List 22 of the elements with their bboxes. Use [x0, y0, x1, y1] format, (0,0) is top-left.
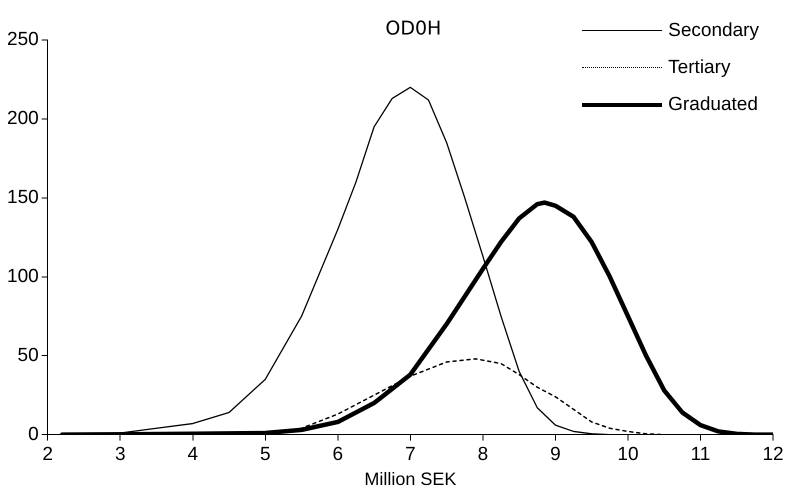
- legend-label: Tertiary: [668, 56, 730, 78]
- legend-label: Graduated: [668, 94, 758, 116]
- x-tick-label: 8: [478, 444, 488, 466]
- x-tick-label: 5: [260, 444, 271, 466]
- y-tick-label: 50: [18, 344, 39, 366]
- x-tick-label: 11: [690, 444, 710, 466]
- x-tick-label: 10: [617, 444, 639, 466]
- legend-label: Secondary: [668, 20, 759, 42]
- x-tick-label: 6: [332, 444, 344, 466]
- x-tick-label: 12: [762, 444, 784, 466]
- y-tick-label: 150: [7, 187, 39, 208]
- x-tick-label: 4: [187, 444, 198, 466]
- y-tick-label: 200: [7, 108, 39, 130]
- y-tick-label: 250: [7, 29, 39, 50]
- x-tick-label: 3: [114, 444, 126, 466]
- x-tick-label: 2: [42, 444, 53, 466]
- x-tick-label: 9: [550, 444, 561, 466]
- y-tick-label: 0: [28, 424, 39, 445]
- chart-title: OD0H: [385, 17, 442, 40]
- y-tick-label: 100: [7, 266, 39, 287]
- x-tick-label: 7: [405, 444, 416, 466]
- x-axis-title: Million SEK: [364, 469, 456, 490]
